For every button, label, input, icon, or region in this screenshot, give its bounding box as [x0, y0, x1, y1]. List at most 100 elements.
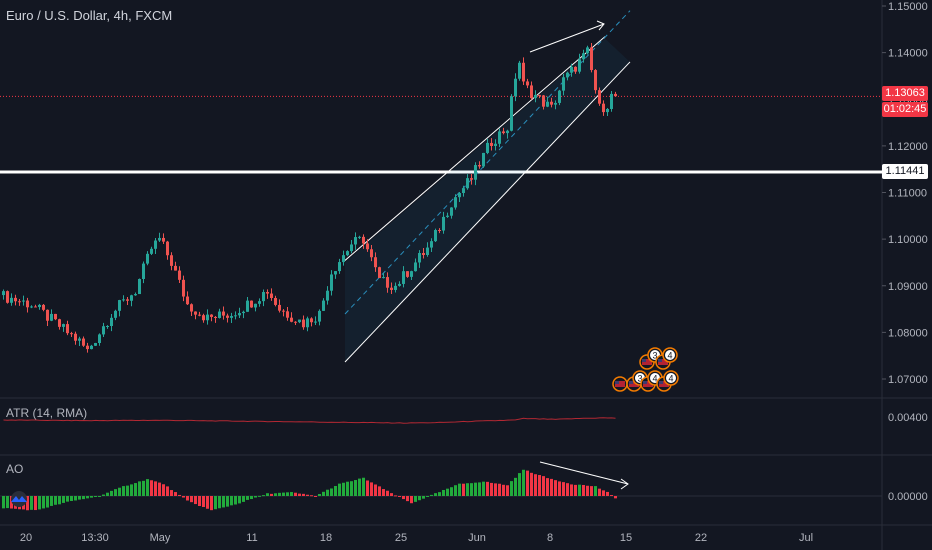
- candle-body: [570, 66, 573, 73]
- candle-body: [586, 47, 589, 54]
- candle-body: [102, 326, 105, 335]
- ao-histogram-bar: [402, 496, 405, 500]
- candle-body: [250, 300, 253, 308]
- candle-body: [78, 338, 81, 341]
- candle-body: [446, 215, 449, 217]
- price-tick-label: 1.15000: [888, 1, 928, 13]
- ao-histogram-bar: [250, 496, 253, 500]
- candle-body: [174, 265, 177, 271]
- ao-histogram-bar: [478, 482, 481, 496]
- ao-histogram-bar: [210, 496, 213, 511]
- candle-body: [506, 130, 509, 134]
- ao-histogram-bar: [358, 478, 361, 496]
- ao-histogram-bar: [202, 496, 205, 508]
- ao-histogram-bar: [74, 496, 77, 501]
- ao-histogram-bar: [394, 495, 397, 497]
- ao-histogram-bar: [550, 478, 553, 496]
- ao-histogram-bar: [330, 488, 333, 496]
- candle-body: [534, 94, 537, 99]
- event-marker-icon[interactable]: [612, 376, 628, 392]
- event-marker-icon[interactable]: 4: [662, 347, 678, 363]
- candle-body: [370, 249, 373, 258]
- atr-axis-label: 0.00400: [888, 412, 928, 424]
- candle-body: [82, 338, 85, 346]
- candle-body: [614, 93, 617, 97]
- atr-line: [3, 417, 616, 424]
- event-markers[interactable]: 3 43 4 4: [612, 347, 679, 392]
- candle-body: [234, 315, 237, 317]
- ao-histogram-bar: [2, 496, 5, 509]
- ao-histogram-bar: [486, 481, 489, 496]
- candle-body: [66, 324, 69, 334]
- candle-body: [298, 319, 301, 323]
- ao-histogram-bar: [574, 484, 577, 496]
- ao-histogram-bar: [154, 481, 157, 496]
- candle-body: [222, 311, 225, 316]
- ao-histogram-bar: [126, 485, 129, 496]
- ao-histogram-bar: [102, 494, 105, 496]
- ao-histogram-bar: [378, 486, 381, 496]
- ao-histogram-bar: [310, 495, 313, 497]
- event-count: 4: [668, 374, 673, 384]
- ao-histogram-bar: [198, 496, 201, 507]
- candle-body: [394, 285, 397, 290]
- ao-histogram-bar: [498, 483, 501, 496]
- candle-body: [318, 310, 321, 322]
- ao-histogram-bar: [418, 496, 421, 501]
- candle-body: [74, 333, 77, 341]
- ao-histogram-bar: [386, 490, 389, 496]
- ao-histogram-bar: [262, 495, 265, 497]
- ao-histogram-bar: [526, 470, 529, 496]
- ao-histogram-bar: [350, 481, 353, 496]
- ao-label[interactable]: AO: [6, 462, 24, 476]
- countdown-tag: 01:02:45: [882, 102, 928, 117]
- candle-body: [62, 324, 65, 327]
- candle-body: [50, 313, 53, 321]
- atr-label[interactable]: ATR (14, RMA): [6, 406, 88, 420]
- ao-histogram-bar: [426, 496, 429, 497]
- candle-body: [14, 297, 17, 302]
- ao-histogram-bar: [50, 496, 53, 506]
- candle-body: [122, 299, 125, 301]
- candle-body: [38, 304, 41, 308]
- ao-divergence-line: [539, 461, 629, 485]
- candle-body: [578, 59, 581, 72]
- candle-body: [146, 253, 149, 264]
- ao-histogram-bar: [190, 496, 193, 503]
- candle-body: [610, 93, 613, 109]
- ao-histogram-bar: [230, 496, 233, 506]
- candle-body: [42, 304, 45, 310]
- candle-body: [86, 345, 89, 350]
- time-axis[interactable]: 20 13:30 May 11 18 25 Jun 8 15 22 Jul: [20, 532, 813, 544]
- candle-body: [290, 317, 293, 322]
- tradingview-logo-icon[interactable]: [4, 491, 34, 507]
- candle-body: [478, 165, 481, 167]
- atr-pane: [3, 417, 616, 424]
- candle-body: [150, 248, 153, 254]
- candle-body: [134, 294, 137, 296]
- ao-histogram-bar: [110, 490, 113, 496]
- candle-body: [346, 251, 349, 256]
- ao-histogram-bar: [286, 492, 289, 496]
- event-marker-icon[interactable]: 4: [663, 370, 679, 386]
- flag-icon: [629, 381, 639, 387]
- ao-histogram-bar: [398, 496, 401, 497]
- candle-body: [94, 343, 97, 346]
- candle-body: [486, 142, 489, 153]
- ao-histogram-bar: [118, 487, 121, 496]
- price-axis[interactable]: 1.150001.140001.130001.120001.110001.100…: [882, 1, 928, 503]
- candle-body: [70, 333, 73, 335]
- candle-body: [418, 253, 421, 263]
- annotations[interactable]: [529, 20, 629, 490]
- price-tick-label: 1.08000: [888, 327, 928, 339]
- candle-body: [226, 315, 229, 318]
- flag-icon: [615, 381, 625, 387]
- candle-body: [574, 66, 577, 72]
- candle-body: [398, 283, 401, 286]
- time-tick-label: Jun: [468, 532, 486, 544]
- channel-drawing[interactable]: [0, 10, 882, 363]
- candle-body: [378, 267, 381, 279]
- candle-body: [390, 287, 393, 290]
- price-divergence-line: [529, 23, 605, 53]
